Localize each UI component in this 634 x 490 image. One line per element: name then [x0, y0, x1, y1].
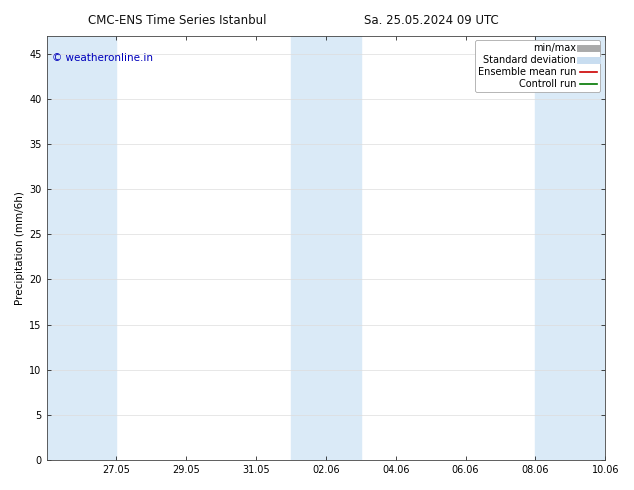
Bar — [46, 36, 117, 460]
Bar — [291, 36, 361, 460]
Text: © weatheronline.in: © weatheronline.in — [52, 52, 153, 63]
Text: CMC-ENS Time Series Istanbul: CMC-ENS Time Series Istanbul — [88, 14, 267, 27]
Y-axis label: Precipitation (mm/6h): Precipitation (mm/6h) — [15, 191, 25, 305]
Legend: min/max, Standard deviation, Ensemble mean run, Controll run: min/max, Standard deviation, Ensemble me… — [475, 41, 600, 92]
Text: Sa. 25.05.2024 09 UTC: Sa. 25.05.2024 09 UTC — [364, 14, 498, 27]
Bar — [535, 36, 605, 460]
